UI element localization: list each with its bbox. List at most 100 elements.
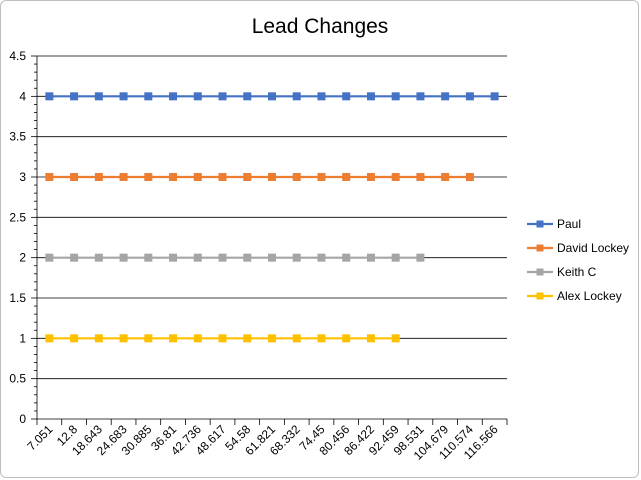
series-alex-lockey	[45, 334, 400, 343]
data-point	[169, 334, 178, 343]
data-point	[465, 92, 474, 101]
data-point	[169, 253, 178, 262]
y-tick-label: 3.5	[9, 130, 26, 144]
data-point	[317, 253, 326, 262]
data-point	[94, 253, 103, 262]
data-point	[292, 92, 301, 101]
data-point	[317, 92, 326, 101]
legend-label: Alex Lockey	[557, 289, 622, 303]
legend-marker	[536, 292, 544, 300]
data-point	[317, 334, 326, 343]
data-point	[45, 173, 54, 181]
data-point	[342, 334, 351, 343]
data-point	[193, 253, 202, 262]
legend-entry: Keith C	[527, 265, 597, 279]
data-point	[366, 334, 375, 343]
data-point	[342, 173, 351, 181]
data-point	[94, 92, 103, 101]
gridlines	[37, 55, 507, 380]
data-point	[416, 92, 425, 101]
data-point	[243, 92, 252, 101]
data-point	[119, 173, 128, 181]
data-point	[243, 173, 252, 181]
data-point	[119, 253, 128, 262]
data-point	[119, 92, 128, 101]
data-point	[441, 92, 450, 101]
data-point	[218, 334, 227, 343]
y-tick-label: 1.5	[9, 291, 26, 305]
data-point	[144, 253, 153, 262]
data-point	[193, 334, 202, 343]
data-point	[70, 334, 79, 343]
y-tick-label: 3	[19, 170, 26, 184]
data-point	[45, 334, 54, 343]
legend-label: Paul	[557, 217, 581, 231]
legend-marker	[536, 268, 544, 276]
axes: 00.511.522.533.544.57.05112.818.64324.68…	[9, 49, 508, 463]
legend-entry: Paul	[527, 217, 581, 231]
y-tick-label: 2.5	[9, 210, 26, 224]
data-point	[441, 173, 450, 181]
data-point	[70, 92, 79, 101]
data-point	[144, 92, 153, 101]
y-tick-label: 4	[19, 89, 26, 103]
data-point	[268, 334, 276, 343]
data-point	[218, 173, 227, 181]
data-point	[70, 253, 79, 262]
data-point	[416, 173, 425, 181]
data-point	[292, 173, 301, 181]
y-tick-label: 0.5	[9, 372, 26, 386]
series-group	[45, 92, 499, 343]
data-point	[70, 173, 79, 181]
series-paul	[45, 92, 499, 101]
data-point	[490, 92, 499, 101]
data-point	[465, 173, 474, 181]
chart-title: Lead Changes	[252, 15, 389, 38]
data-point	[416, 253, 425, 262]
data-point	[268, 173, 276, 181]
data-point	[144, 173, 153, 181]
data-point	[391, 253, 400, 262]
data-point	[292, 334, 301, 343]
data-point	[94, 173, 103, 181]
data-point	[292, 253, 301, 262]
data-point	[45, 92, 54, 101]
data-point	[243, 334, 252, 343]
legend-label: Keith C	[557, 265, 597, 279]
legend-entry: Alex Lockey	[527, 289, 622, 303]
data-point	[342, 253, 351, 262]
data-point	[366, 253, 375, 262]
legend: Paul David Lockey Keith C Alex Lockey	[527, 217, 629, 303]
data-point	[94, 334, 103, 343]
data-point	[342, 92, 351, 101]
legend-marker	[536, 244, 544, 252]
y-tick-label: 1	[19, 331, 26, 345]
y-tick-label: 0	[19, 412, 26, 426]
data-point	[144, 334, 153, 343]
data-point	[268, 253, 276, 262]
series-keith-c	[45, 253, 425, 262]
data-point	[169, 173, 178, 181]
data-point	[243, 253, 252, 262]
data-point	[391, 92, 400, 101]
data-point	[193, 92, 202, 101]
legend-entry: David Lockey	[527, 241, 629, 255]
data-point	[169, 92, 178, 101]
data-point	[268, 92, 276, 101]
data-point	[366, 92, 375, 101]
data-point	[391, 334, 400, 343]
series-david-lockey	[45, 173, 474, 181]
data-point	[391, 173, 400, 181]
data-point	[317, 173, 326, 181]
legend-marker	[536, 220, 544, 228]
data-point	[218, 253, 227, 262]
y-tick-label: 2	[19, 251, 26, 265]
legend-label: David Lockey	[557, 241, 629, 255]
data-point	[193, 173, 202, 181]
data-point	[366, 173, 375, 181]
y-tick-label: 4.5	[9, 49, 26, 63]
data-point	[218, 92, 227, 101]
data-point	[119, 334, 128, 343]
